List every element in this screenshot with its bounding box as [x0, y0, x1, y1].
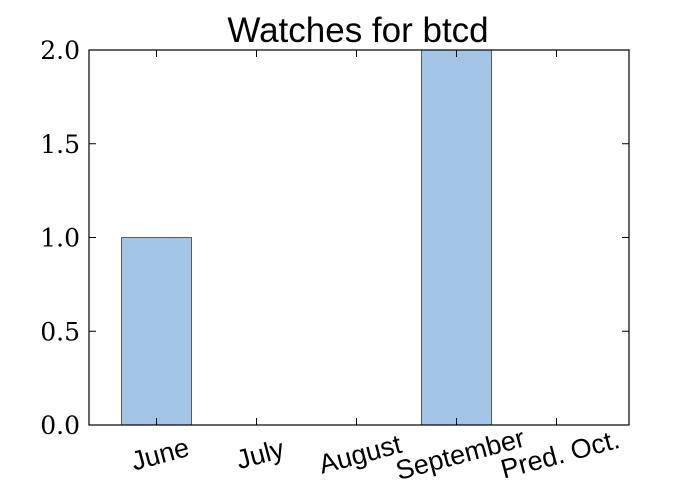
y-tick-label: 1.0	[40, 224, 80, 253]
x-tick-label: June	[128, 432, 192, 476]
ticks-layer	[89, 49, 629, 426]
bars-layer	[121, 49, 492, 426]
chart-title: Watches for btcd	[227, 11, 488, 50]
y-tick-label: 1.5	[40, 130, 80, 159]
bar-june	[121, 237, 192, 426]
plot-area-frame	[88, 49, 630, 426]
y-axis-tick-labels: 0.0 0.5 1.0 1.5 2.0	[40, 36, 80, 440]
y-tick-label: 0.0	[40, 411, 80, 440]
bar-september	[421, 49, 492, 426]
y-tick-label: 2.0	[40, 36, 80, 65]
x-tick-label: August	[316, 429, 405, 480]
y-tick-label: 0.5	[40, 317, 80, 346]
x-tick-label: July	[233, 433, 288, 475]
